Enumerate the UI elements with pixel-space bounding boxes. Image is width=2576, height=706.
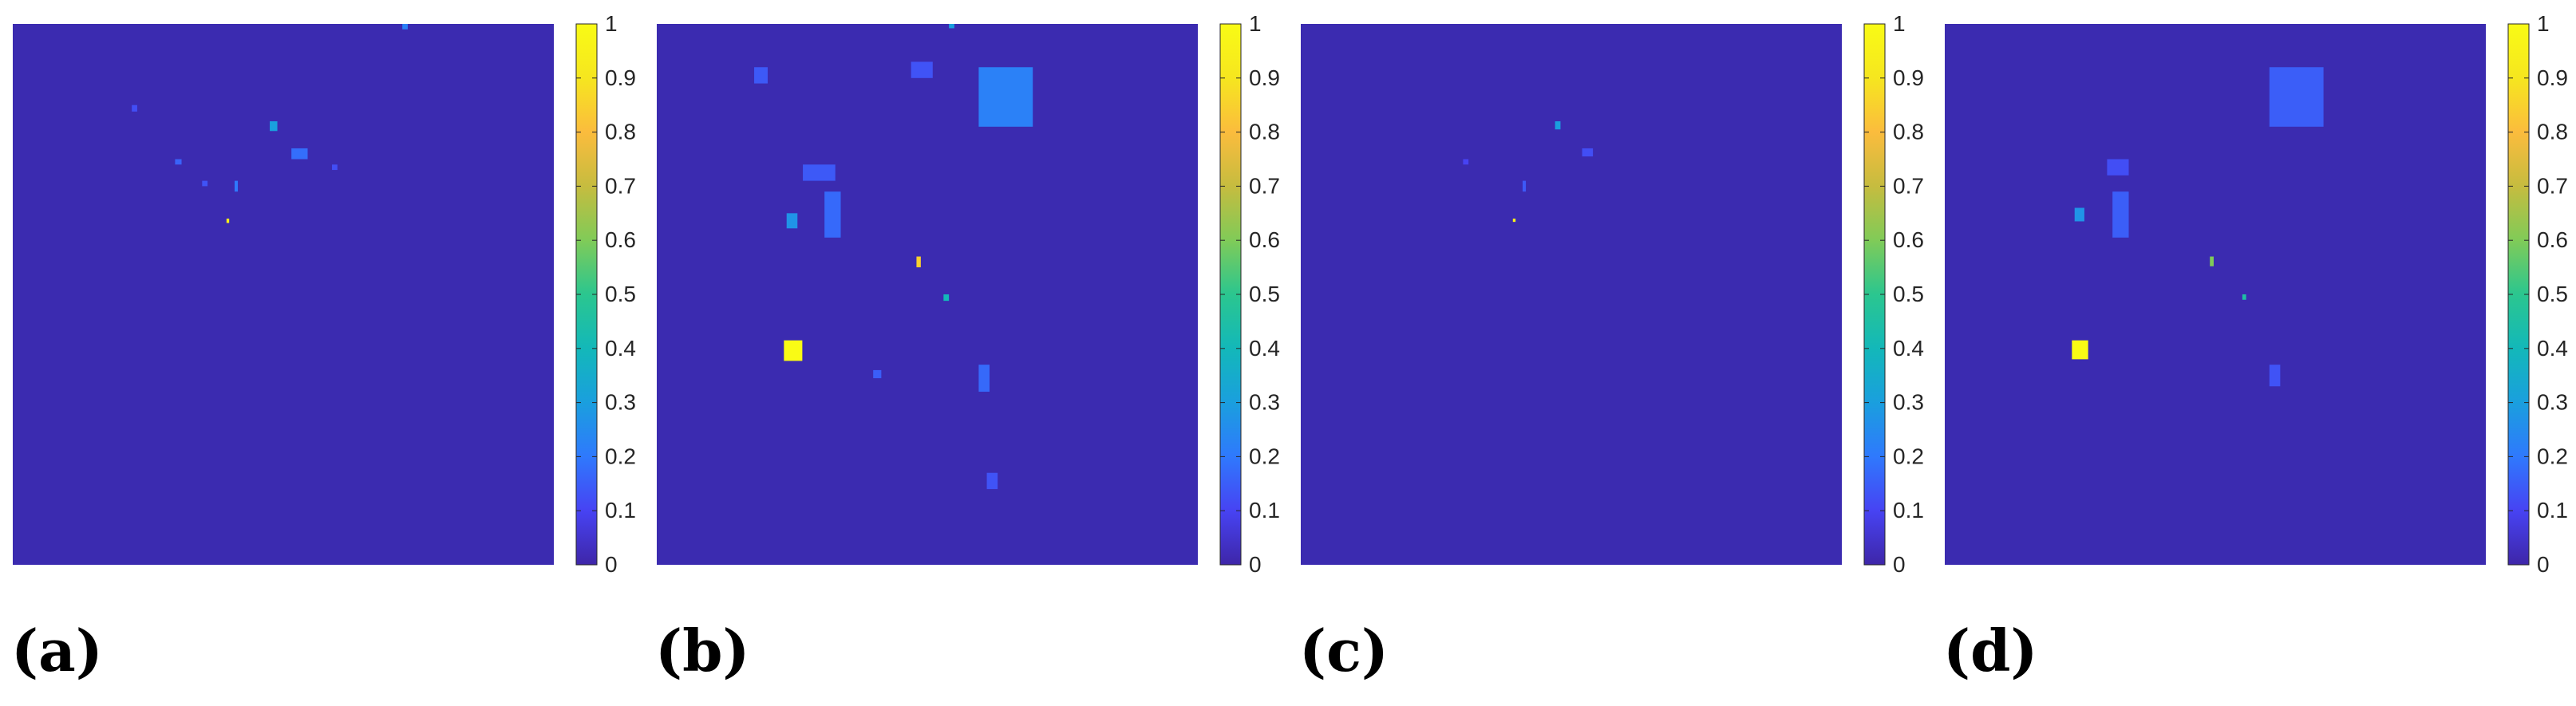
colorbar-tick-label-a-0: 0 [605,552,618,577]
heatmap-cell-a-7 [332,164,338,171]
heatmap-background-c [1301,24,1842,565]
heatmap-cell-b-6 [754,67,768,84]
heatmap-cell-d-0 [2072,340,2088,360]
heatmap-cell-a-0 [226,219,230,223]
colorbar-tick-label-b-9: 0.9 [1249,65,1280,90]
heatmap-cell-c-3 [1582,148,1594,157]
colorbar-tick-label-a-3: 0.3 [605,390,636,415]
colorbar-tick-label-c-3: 0.3 [1893,390,1924,415]
colorbar-tick-label-b-8: 0.8 [1249,120,1280,144]
heatmap-cell-a-4 [234,180,239,192]
heatmap-background-a [13,24,554,565]
colorbar-tick-label-d-0: 0 [2537,552,2550,577]
colorbar-tick-label-a-5: 0.5 [605,282,636,306]
colorbar-tick-label-c-7: 0.7 [1893,173,1924,198]
colorbar-tick-label-b-6: 0.6 [1249,227,1280,252]
colorbar-tick-label-a-7: 0.7 [605,173,636,198]
heatmap-cell-a-8 [202,180,208,187]
colorbar-tick-label-d-2: 0.2 [2537,444,2568,468]
heatmap-cell-c-0 [1512,219,1516,223]
heatmap-chart-a: 0 0.1 0.2 0.3 0.4 0.5 0.6 0.7 0.8 0.9 1 [13,11,636,577]
colorbar-tick-label-c-1: 0.1 [1893,498,1924,523]
heatmap-background-b [657,24,1198,565]
panel-d: 0 0.1 0.2 0.3 0.4 0.5 0.6 0.7 0.8 0.9 1 (d) [1932,0,2576,706]
colorbar-tick-label-c-0: 0 [1893,552,1906,577]
heatmap-cell-b-3 [978,67,1033,127]
heatmap-cell-d-6 [2269,365,2281,387]
colorbar-tick-label-c-10: 1 [1893,11,1906,36]
heatmap-cell-d-4 [2112,191,2129,238]
colorbar-tick-label-d-1: 0.1 [2537,498,2568,523]
colorbar-tick-label-b-7: 0.7 [1249,173,1280,198]
heatmap-cell-b-4 [824,191,841,238]
heatmap-cell-d-7 [2107,159,2129,176]
colorbar-tick-label-d-9: 0.9 [2537,65,2568,90]
heatmap-cell-a-5 [132,105,137,112]
panel-label-d: (d) [1943,617,2038,684]
colorbar-tick-label-c-9: 0.9 [1893,65,1924,90]
colorbar-tick-label-d-5: 0.5 [2537,282,2568,306]
heatmap-cell-d-1 [2210,256,2214,266]
colorbar-tick-label-a-6: 0.6 [605,227,636,252]
colorbar-tick-label-c-8: 0.8 [1893,120,1924,144]
colorbar-tick-label-b-1: 0.1 [1249,498,1280,523]
colorbar-tick-label-c-5: 0.5 [1893,282,1924,306]
colorbar-tick-label-a-2: 0.2 [605,444,636,468]
heatmap-cell-b-8 [911,61,933,78]
heatmap-cell-d-3 [2269,67,2324,127]
colorbar-tick-label-a-4: 0.4 [605,336,636,361]
colorbar-tick-label-b-2: 0.2 [1249,444,1280,468]
heatmap-cell-a-2 [291,148,308,160]
colorbar-tick-label-b-5: 0.5 [1249,282,1280,306]
panel-label-c: (c) [1299,617,1389,684]
panel-b: 0 0.1 0.2 0.3 0.4 0.5 0.6 0.7 0.8 0.9 1 (b) [644,0,1288,706]
heatmap-cell-b-7 [803,164,836,181]
colorbar-tick-label-c-2: 0.2 [1893,444,1924,468]
heatmap-background-d [1945,24,2486,565]
heatmap-cell-d-5 [2242,294,2246,300]
heatmap-cell-b-1 [916,256,921,268]
colorbar-tick-label-a-1: 0.1 [605,498,636,523]
heatmap-cell-b-11 [949,24,954,29]
heatmap-cell-b-2 [786,213,798,229]
colorbar-tick-label-b-0: 0 [1249,552,1262,577]
panel-a: 0 0.1 0.2 0.3 0.4 0.5 0.6 0.7 0.8 0.9 1 (a) [0,0,644,706]
heatmap-cell-b-0 [784,340,803,361]
heatmap-cell-a-6 [402,24,408,30]
colorbar-tick-label-b-4: 0.4 [1249,336,1280,361]
heatmap-cell-c-2 [1522,180,1527,192]
colorbar-tick-label-b-3: 0.3 [1249,390,1280,415]
heatmap-cell-c-1 [1555,121,1561,130]
heatmap-cell-b-10 [873,369,882,379]
panel-label-b: (b) [655,617,750,684]
colorbar-tick-label-c-6: 0.6 [1893,227,1924,252]
heatmap-cell-a-1 [270,121,278,132]
colorbar-tick-label-d-10: 1 [2537,11,2550,36]
panel-label-a: (a) [11,617,103,684]
colorbar-tick-label-b-10: 1 [1249,11,1262,36]
heatmap-cell-d-2 [2074,207,2084,222]
colorbar-tick-label-d-8: 0.8 [2537,120,2568,144]
heatmap-cell-b-12 [986,472,998,490]
panel-c: 0 0.1 0.2 0.3 0.4 0.5 0.6 0.7 0.8 0.9 1 (c) [1288,0,1932,706]
heatmap-cell-b-5 [978,365,990,392]
colorbar-tick-label-a-10: 1 [605,11,618,36]
heatmap-cell-b-9 [943,294,950,302]
heatmap-chart-b: 0 0.1 0.2 0.3 0.4 0.5 0.6 0.7 0.8 0.9 1 [657,11,1280,577]
heatmap-cell-c-4 [1463,159,1469,165]
colorbar-tick-label-d-4: 0.4 [2537,336,2568,361]
colorbar-tick-label-d-3: 0.3 [2537,390,2568,415]
heatmap-chart-d: 0 0.1 0.2 0.3 0.4 0.5 0.6 0.7 0.8 0.9 1 [1945,11,2568,577]
colorbar-tick-label-d-6: 0.6 [2537,227,2568,252]
colorbar-tick-label-a-9: 0.9 [605,65,636,90]
colorbar-tick-label-a-8: 0.8 [605,120,636,144]
colorbar-tick-label-d-7: 0.7 [2537,173,2568,198]
heatmap-cell-a-3 [175,159,182,165]
colorbar-tick-label-c-4: 0.4 [1893,336,1924,361]
heatmap-chart-c: 0 0.1 0.2 0.3 0.4 0.5 0.6 0.7 0.8 0.9 1 [1301,11,1924,577]
